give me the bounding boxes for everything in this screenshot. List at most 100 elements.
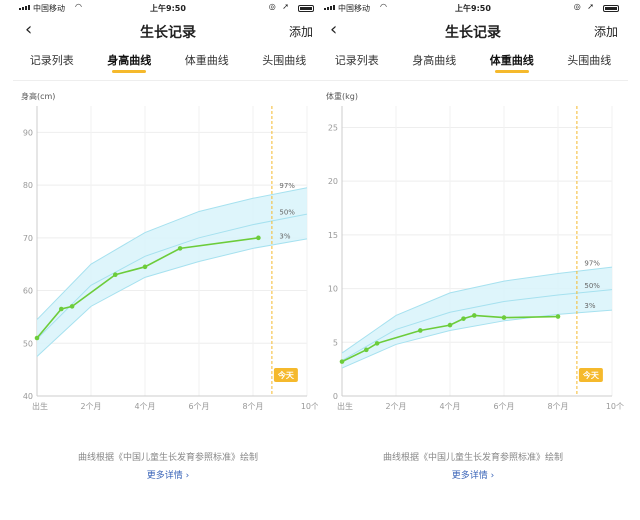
percentile-label: 50% (584, 282, 600, 290)
x-tick-label: 6个月 (188, 402, 209, 411)
x-tick-label: 2个月 (80, 402, 101, 411)
today-badge (578, 368, 603, 382)
tab-head-curve[interactable]: 头围曲线 (567, 54, 612, 67)
data-point (34, 335, 40, 341)
y-tick-label: 40 (23, 392, 33, 401)
tab-record-list[interactable]: 记录列表 (29, 54, 74, 67)
back-chevron-icon[interactable]: ‹ (25, 19, 33, 40)
page-title: 生长记录 (445, 25, 501, 41)
data-point (256, 235, 261, 241)
nav-bar: ‹ 生长记录 添加 (13, 18, 323, 44)
y-tick-label: 90 (23, 128, 33, 137)
status-bar: 中国移动 ◠ 上午9:50 ◎ ➚ (13, 0, 323, 16)
x-tick-label: 10个 (606, 402, 624, 411)
signal-icon (19, 5, 30, 10)
tab-height-curve[interactable]: 身高曲线 (103, 52, 155, 76)
data-point (113, 272, 118, 278)
data-point (472, 313, 477, 318)
x-tick-label: 4个月 (134, 402, 155, 411)
percentile-band (37, 187, 307, 357)
x-tick-label: 出生 (337, 401, 353, 411)
height-growth-chart: 身高(cm) 97% 50% 3% 今天 40 50 60 70 80 90 出生 2个月 4个月 6个月 8… (21, 91, 319, 411)
tab-record-list[interactable]: 记录列表 (334, 54, 379, 67)
add-button[interactable]: 添加 (288, 25, 313, 39)
weight-growth-chart: 体重(kg) 97% 50% 3% 今天 0 5 10 15 20 25 出生 2个月 4个月 6个月 8个月… (326, 91, 624, 411)
location-icon: ◎ ➚ (268, 2, 291, 11)
y-axis-label: 身高(cm) (21, 91, 55, 101)
percentile-label: 97% (279, 182, 295, 190)
y-tick-label: 50 (23, 339, 33, 348)
data-point (69, 304, 75, 309)
data-point (374, 341, 380, 346)
data-point (59, 306, 64, 312)
tab-head-curve[interactable]: 头围曲线 (262, 54, 307, 67)
x-tick-label: 10个 (301, 402, 319, 411)
chart-footnote: 曲线根据《中国儿童生长发育参照标准》绘制 (77, 453, 258, 463)
status-time: 上午9:50 (150, 4, 186, 13)
percentile-label: 50% (279, 208, 295, 216)
percentile-curve-97pct (341, 266, 613, 354)
status-bar: 中国移动 ◠ 上午9:50 ◎ ➚ (318, 0, 628, 16)
carrier-name: 中国移动 (33, 4, 65, 13)
back-chevron-icon[interactable]: ‹ (330, 19, 338, 40)
percentile-label: 3% (584, 302, 595, 310)
page-title: 生长记录 (140, 25, 196, 41)
y-tick-label: 25 (328, 123, 338, 132)
y-tick-label: 5 (333, 338, 338, 347)
battery-icon (603, 5, 619, 12)
percentile-curve-97pct (36, 187, 308, 320)
x-tick-label: 出生 (32, 401, 48, 411)
wifi-icon: ◠ (380, 2, 387, 11)
today-label: 今天 (582, 370, 600, 380)
nav-bar: ‹ 生长记录 添加 (318, 18, 628, 44)
y-tick-label: 15 (328, 231, 338, 240)
percentile-band (342, 267, 612, 369)
y-tick-label: 60 (23, 287, 33, 296)
y-axis-label: 体重(kg) (326, 91, 358, 101)
tab-bar: 记录列表 身高曲线 体重曲线 头围曲线 (13, 52, 323, 76)
percentile-curve-50pct (36, 213, 308, 340)
data-point (142, 264, 148, 270)
percentile-label: 3% (279, 233, 290, 241)
signal-icon (324, 5, 335, 10)
data-point (339, 359, 345, 364)
y-tick-label: 70 (23, 234, 33, 243)
tab-weight-curve[interactable]: 体重曲线 (486, 52, 538, 76)
today-label: 今天 (277, 370, 295, 380)
data-point (364, 347, 369, 353)
wifi-icon: ◠ (75, 2, 82, 11)
chart-footnote: 曲线根据《中国儿童生长发育参照标准》绘制 (382, 453, 563, 463)
tab-weight-curve[interactable]: 体重曲线 (184, 54, 229, 67)
y-tick-label: 10 (328, 285, 338, 294)
more-details-link[interactable]: 更多详情 › (451, 471, 495, 481)
more-details-link[interactable]: 更多详情 › (146, 471, 190, 481)
phone-screen-weight: 中国移动 ◠ 上午9:50 ◎ ➚ ‹ 生长记录 添加 记录列表 身高曲线 体重… (318, 0, 628, 520)
data-point (555, 314, 561, 319)
percentile-curve-50pct (341, 289, 613, 361)
tab-bar: 记录列表 身高曲线 体重曲线 头围曲线 (318, 52, 628, 76)
data-point (461, 316, 466, 321)
percentile-curve-3pct (36, 238, 308, 357)
today-badge (273, 368, 298, 382)
tab-divider (13, 80, 323, 81)
location-icon: ◎ ➚ (573, 2, 596, 11)
tab-height-curve[interactable]: 身高曲线 (412, 54, 457, 67)
status-time: 上午9:50 (455, 4, 491, 13)
add-button[interactable]: 添加 (593, 25, 618, 39)
x-tick-label: 4个月 (439, 402, 460, 411)
x-tick-label: 6个月 (493, 402, 514, 411)
percentile-curve-3pct (341, 309, 613, 369)
tab-divider (318, 80, 628, 81)
carrier-name: 中国移动 (338, 4, 370, 13)
x-tick-label: 8个月 (547, 402, 568, 411)
y-tick-label: 20 (328, 177, 338, 186)
x-tick-label: 8个月 (242, 402, 263, 411)
data-point (418, 328, 423, 333)
y-tick-label: 0 (333, 392, 338, 401)
y-tick-label: 80 (23, 181, 33, 190)
data-point (501, 315, 507, 320)
data-point (447, 322, 453, 328)
battery-icon (298, 5, 314, 12)
phone-screen-height: 中国移动 ◠ 上午9:50 ◎ ➚ ‹ 生长记录 添加 记录列表 身高曲线 体重… (13, 0, 323, 520)
percentile-label: 97% (584, 260, 600, 268)
